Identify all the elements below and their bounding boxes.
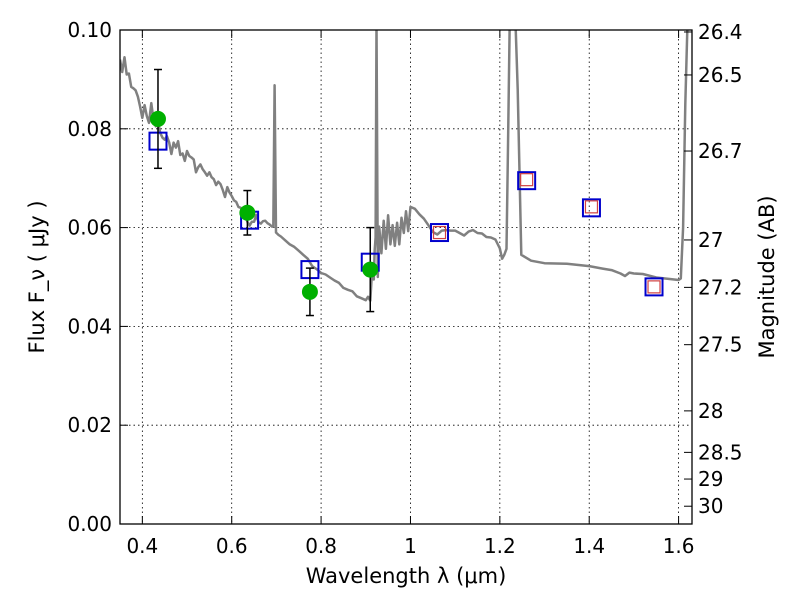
magnitude-tick-label: 26.4 (698, 20, 743, 44)
y-tick-label: 0.06 (67, 216, 112, 240)
model-square-blue (581, 198, 601, 218)
y-tick-label: 0.02 (67, 413, 112, 437)
x-axis-label: Wavelength λ (μm) (306, 564, 507, 588)
model-square-red (647, 280, 661, 294)
x-tick-label: 1.2 (484, 534, 516, 558)
ticks: 0.4 0.6 0.8 1 1.2 1.4 1.6 0.00 0.02 0.04 0.06 0.08 0… (67, 18, 742, 558)
model-square-blue (517, 171, 537, 191)
y-tick-label: 0.08 (67, 117, 112, 141)
x-tick-label: 1 (404, 534, 417, 558)
data-layer (120, 30, 689, 317)
magnitude-tick-label: 28.5 (698, 440, 743, 464)
magnitude-tick-label: 27.2 (698, 275, 743, 299)
magnitude-tick-label: 28 (698, 399, 723, 423)
model-square-red (584, 200, 599, 214)
model-square-blue (430, 223, 450, 243)
magnitude-tick-label: 30 (698, 494, 723, 518)
model-square-red (520, 173, 534, 187)
x-tick-label: 0.4 (126, 534, 158, 558)
magnitude-tick-label: 26.7 (698, 139, 743, 163)
model-square-blue (644, 277, 664, 297)
observed-point (149, 110, 166, 127)
magnitude-tick-label: 29 (698, 467, 723, 491)
x-tick-label: 0.8 (305, 534, 337, 558)
observed-point (362, 261, 379, 278)
template-spectrum-line (120, 30, 689, 302)
observed-point (301, 283, 318, 300)
plot-area (120, 30, 692, 524)
observed-point (239, 204, 256, 221)
magnitude-tick-label: 27.5 (698, 333, 743, 357)
model-square-red (432, 225, 447, 240)
y-axis-label-left: Flux F_ν ( μJy ) (25, 200, 50, 353)
y-axis-label-right: Magnitude (AB) (755, 195, 779, 358)
x-tick-label: 1.4 (573, 534, 605, 558)
y-tick-label: 0.00 (67, 512, 112, 536)
y-tick-label: 0.10 (67, 18, 112, 42)
plot-frame (119, 29, 693, 525)
x-tick-label: 1.6 (663, 534, 695, 558)
y-tick-label: 0.04 (67, 314, 112, 338)
magnitude-tick-label: 26.5 (698, 63, 743, 87)
x-tick-label: 0.6 (216, 534, 248, 558)
magnitude-tick-label: 27 (698, 228, 723, 252)
